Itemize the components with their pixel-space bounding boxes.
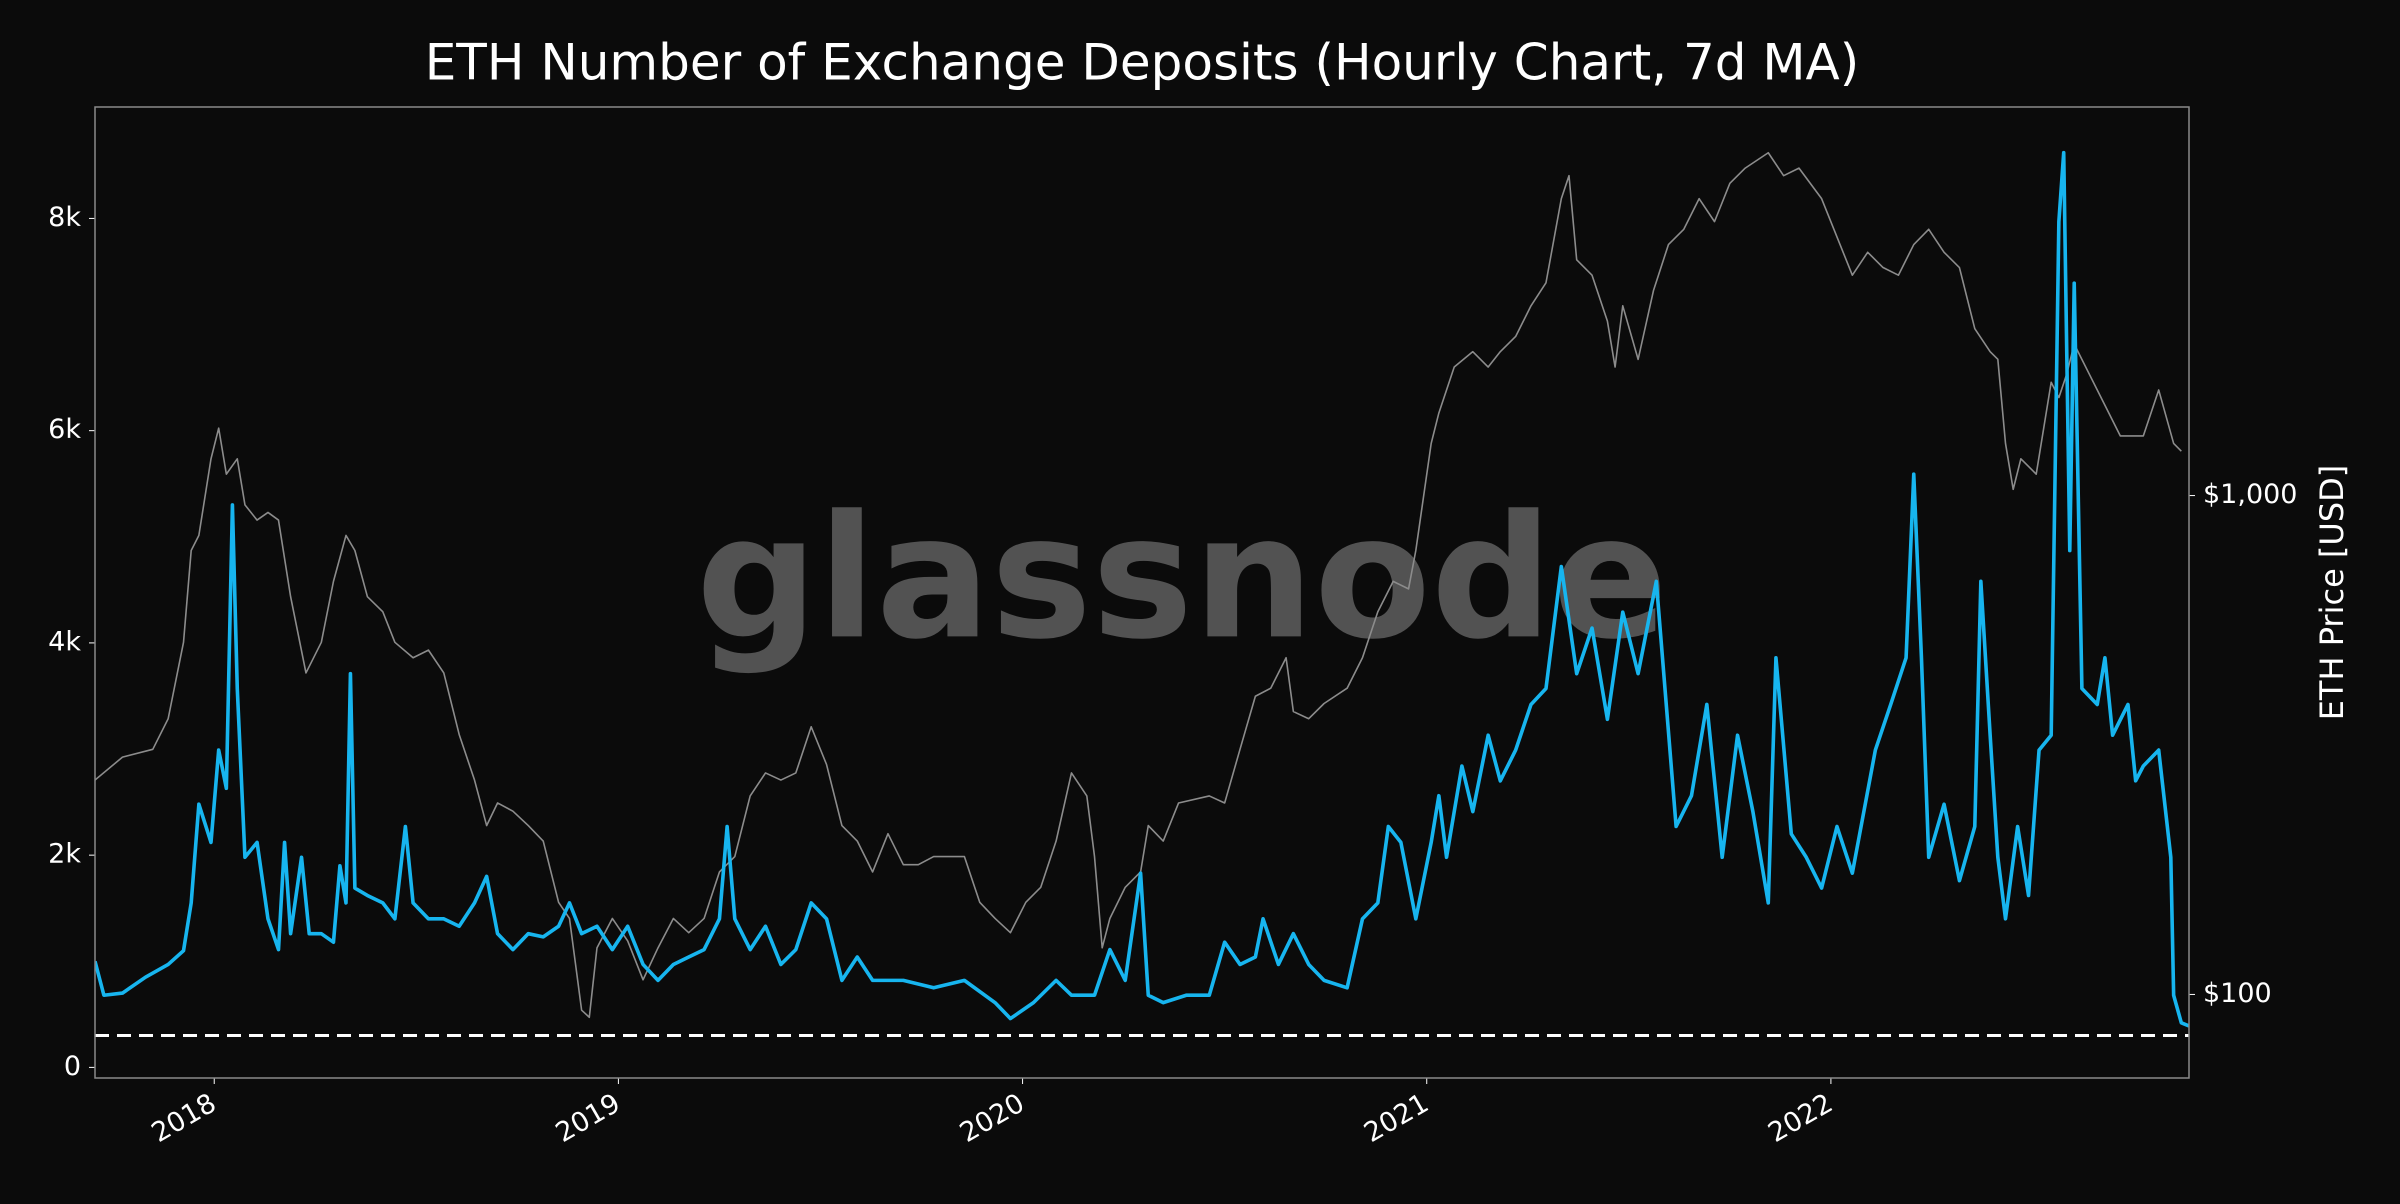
deposits-line [95,150,2189,1028]
y-tick-label: 0 [64,1051,81,1082]
y2-axis-label: ETH Price [USD] [2313,465,2351,721]
plot-area [95,150,2189,1028]
y-tick-label: 8k [48,202,81,233]
y2-tick-label: $100 [2203,978,2272,1009]
y-tick-label: 6k [48,414,81,445]
y2-tick-label: $1,000 [2203,479,2297,510]
y-tick-label: 4k [48,626,81,657]
price-line [95,151,2182,1019]
chart-title: ETH Number of Exchange Deposits (Hourly … [425,34,1860,92]
watermark: glassnode [696,479,1668,677]
y-tick-label: 2k [48,839,81,870]
plot-frame [94,106,2190,1079]
